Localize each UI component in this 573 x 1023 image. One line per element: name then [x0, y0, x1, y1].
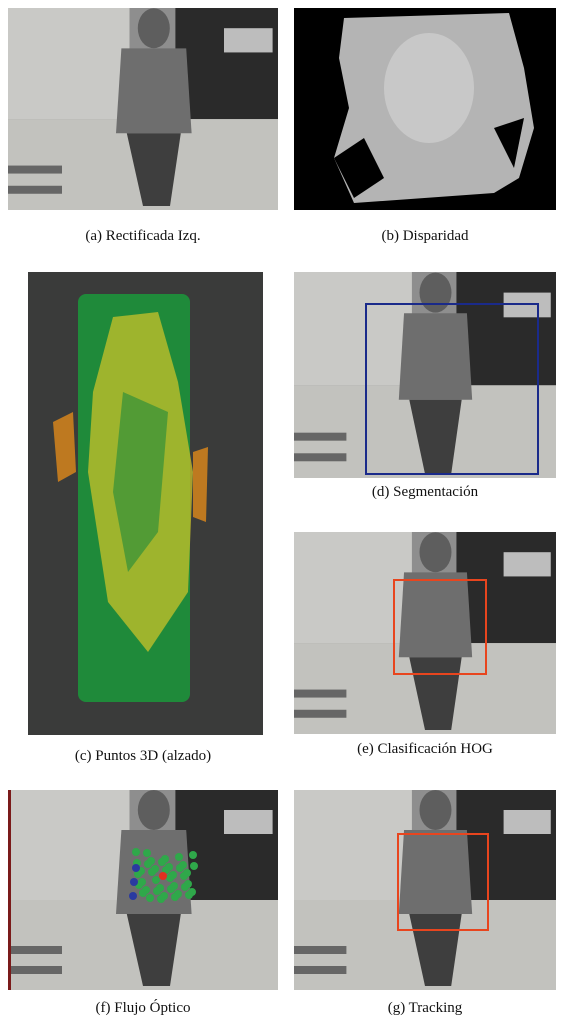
shape — [504, 552, 551, 576]
shape — [176, 864, 184, 872]
shape — [116, 48, 192, 133]
image-optical-flow — [8, 790, 278, 990]
shape — [153, 887, 161, 895]
caption: (f) Flujo Óptico — [8, 1000, 278, 1017]
shape — [158, 858, 166, 866]
shape — [399, 572, 472, 657]
shape — [130, 878, 138, 886]
shape — [138, 790, 170, 830]
shape — [144, 860, 152, 868]
shape — [419, 790, 451, 830]
shape — [138, 8, 170, 48]
shape — [8, 946, 62, 954]
shape — [8, 966, 62, 974]
shape — [8, 166, 62, 174]
shape — [294, 272, 412, 385]
shape — [504, 810, 551, 834]
shape — [419, 273, 451, 313]
shape — [224, 28, 273, 52]
shape — [189, 851, 197, 859]
shape — [159, 872, 167, 880]
shape — [399, 313, 472, 400]
caption: (c) Puntos 3D (alzado) — [8, 748, 278, 765]
image-3d-points — [28, 272, 263, 735]
shape — [294, 946, 346, 954]
shape — [166, 874, 174, 882]
shape — [294, 690, 346, 698]
caption: (a) Rectificada Izq. — [8, 228, 278, 245]
image-tracking — [294, 790, 556, 990]
image-segmentation — [294, 272, 556, 478]
figure: (a) Rectificada Izq. (b) Disparidad (c) … — [0, 0, 573, 1023]
shape — [8, 8, 130, 119]
shape — [185, 891, 193, 899]
shape — [190, 862, 198, 870]
shape — [8, 790, 11, 990]
shape — [294, 966, 346, 974]
shape — [456, 272, 556, 385]
image-disparity — [294, 8, 556, 210]
shape — [8, 790, 130, 900]
caption: (e) Clasificación HOG — [290, 741, 560, 758]
shape — [171, 893, 179, 901]
shape — [148, 868, 156, 876]
shape — [399, 830, 472, 914]
caption: (b) Disparidad — [290, 228, 560, 245]
shape — [175, 853, 183, 861]
shape — [132, 864, 140, 872]
shape — [181, 883, 189, 891]
shape — [456, 532, 556, 643]
shape — [129, 892, 137, 900]
shape — [8, 186, 62, 194]
shape — [167, 885, 175, 893]
shape — [224, 810, 273, 834]
shape — [152, 876, 160, 884]
caption: (d) Segmentación — [290, 484, 560, 501]
shape — [180, 872, 188, 880]
shape — [132, 848, 140, 856]
shape — [294, 433, 346, 441]
shape — [146, 894, 154, 902]
shape — [143, 849, 151, 857]
shape — [157, 895, 165, 903]
shape — [175, 8, 278, 119]
shape — [294, 790, 412, 900]
shape — [419, 532, 451, 572]
image-hog — [294, 532, 556, 734]
image-rectified-left — [8, 8, 278, 210]
shape — [294, 453, 346, 461]
caption: (g) Tracking — [290, 1000, 560, 1017]
shape — [294, 710, 346, 718]
shape — [139, 889, 147, 897]
shape — [456, 790, 556, 900]
